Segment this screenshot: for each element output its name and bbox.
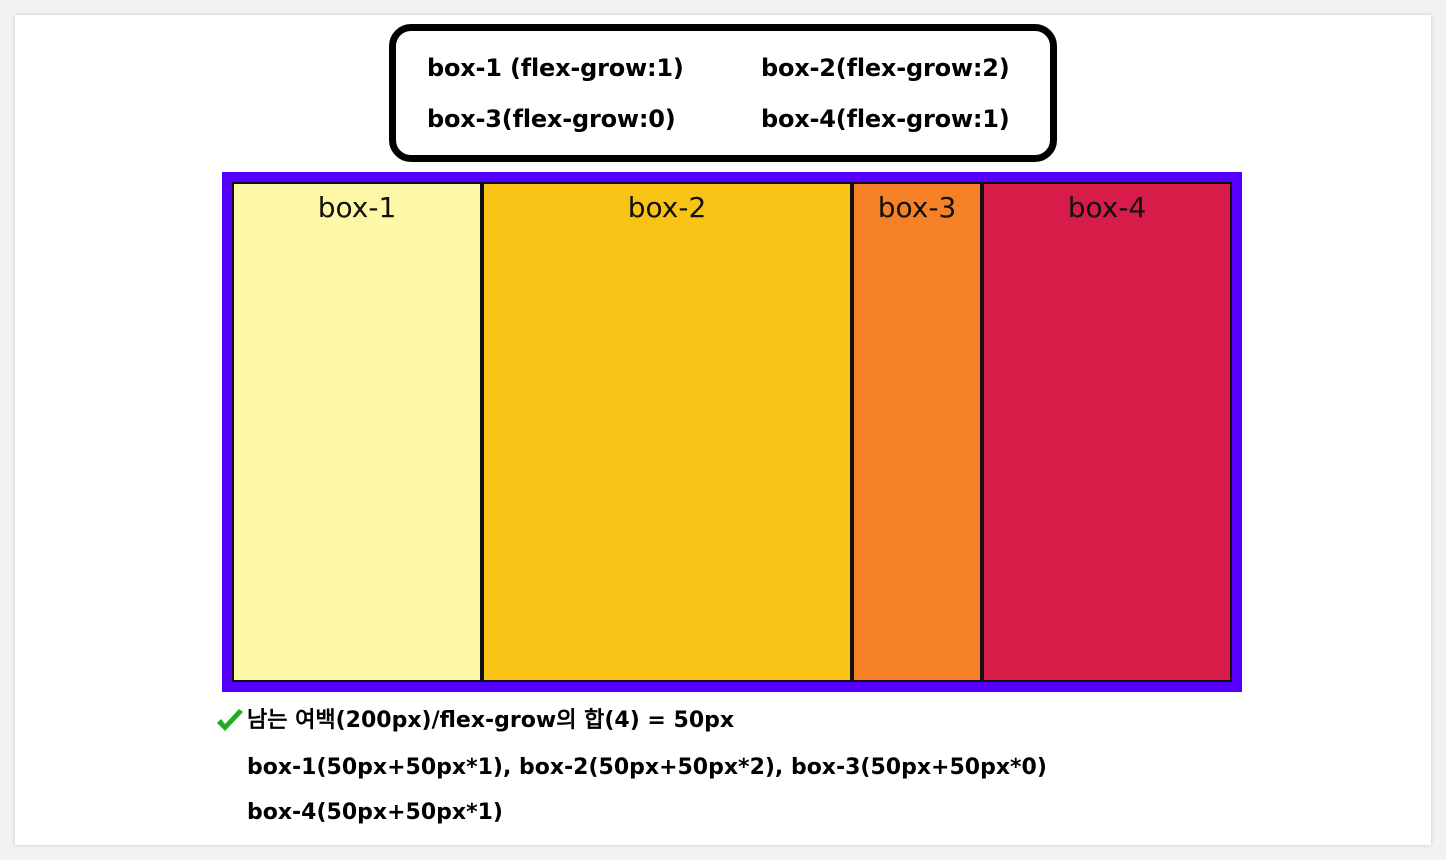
box-1-label: box-1: [317, 191, 397, 224]
explanation-line-1: 남는 여백(200px)/flex-grow의 합(4) = 50px: [247, 708, 735, 733]
check-mark-icon: [217, 709, 243, 731]
box-4-label: box-4: [1067, 191, 1147, 224]
legend-item-box-1: box-1 (flex-grow:1): [427, 54, 684, 82]
explanation-line-3: box-4(50px+50px*1): [247, 800, 503, 825]
flex-box-2: box-2: [482, 182, 852, 682]
flex-box-4: box-4: [982, 182, 1232, 682]
flex-container: box-1 box-2 box-3 box-4: [222, 172, 1242, 692]
flex-box-3: box-3: [852, 182, 982, 682]
legend-item-box-4: box-4(flex-grow:1): [761, 105, 1010, 133]
legend-panel: box-1 (flex-grow:1) box-2(flex-grow:2) b…: [389, 24, 1057, 162]
box-2-label: box-2: [627, 191, 707, 224]
flex-box-1: box-1: [232, 182, 482, 682]
legend-item-box-2: box-2(flex-grow:2): [761, 54, 1010, 82]
box-3-label: box-3: [877, 191, 957, 224]
legend-item-box-3: box-3(flex-grow:0): [427, 105, 676, 133]
explanation-line-2: box-1(50px+50px*1), box-2(50px+50px*2), …: [247, 755, 1047, 780]
